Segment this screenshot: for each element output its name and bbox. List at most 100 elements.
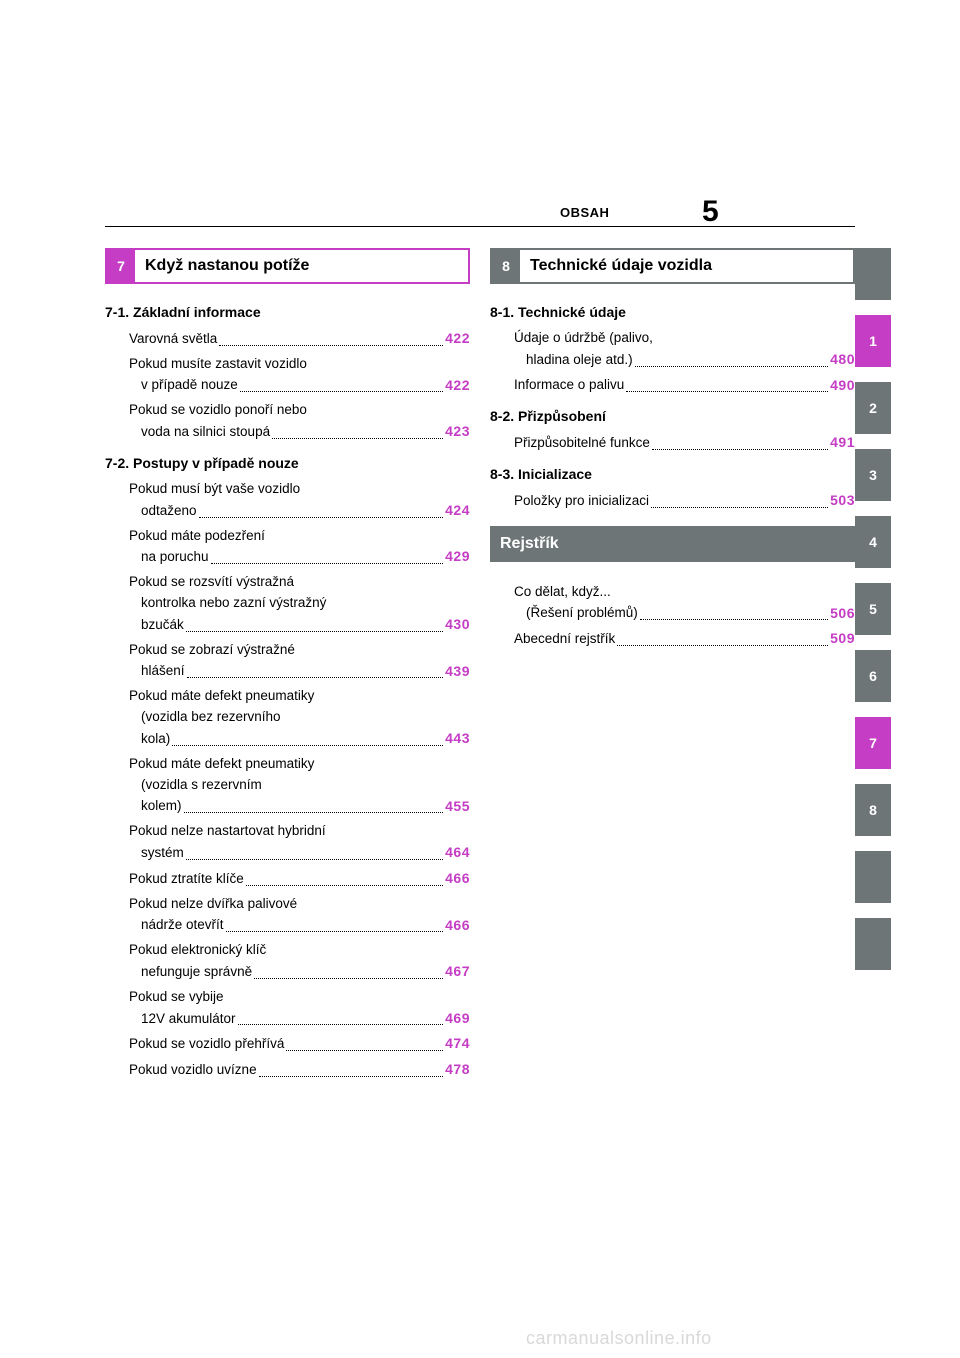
toc-page-ref: 491 <box>830 432 855 454</box>
toc-entry-line: Pokud se rozsvítí výstražná <box>129 572 470 593</box>
toc-entry-lastline: kolem) 455 <box>129 796 470 818</box>
toc-entry-label: Varovná světla <box>129 329 217 350</box>
header-rule <box>105 226 855 227</box>
toc-list-8-1: Údaje o údržbě (palivo,hladina oleje atd… <box>490 328 855 396</box>
toc-entry-lastline: v případě nouze422 <box>129 375 470 397</box>
toc-entry-line: Pokud musíte zastavit vozidlo <box>129 354 470 375</box>
toc-list-8-3: Položky pro inicializaci503 <box>490 490 855 512</box>
toc-entry-line: odtaženo <box>141 501 197 522</box>
toc-entry-lastline: odtaženo424 <box>129 500 470 522</box>
side-tab-8[interactable]: 8 <box>855 784 891 836</box>
toc-entry: Pokud se vozidlo ponoří nebovoda na siln… <box>129 400 470 443</box>
toc-entry-line: na poruchu <box>141 547 209 568</box>
toc-dots <box>226 931 444 932</box>
toc-entry: Pokud vozidlo uvízne478 <box>129 1059 470 1081</box>
toc-dots <box>635 366 829 367</box>
toc-entry: Informace o palivu 490 <box>514 375 855 397</box>
toc-entry: Pokud máte defekt pneumatiky(vozidla bez… <box>129 686 470 750</box>
side-tab-7[interactable]: 7 <box>855 717 891 769</box>
toc-dots <box>652 449 828 450</box>
side-tab-1[interactable]: 1 <box>855 315 891 367</box>
toc-page-ref: 455 <box>445 796 470 818</box>
side-tab-6[interactable]: 6 <box>855 650 891 702</box>
toc-entry-lastline: 12V akumulátor469 <box>129 1008 470 1030</box>
toc-list-7-1: Varovná světla 422 Pokud musíte zastavit v… <box>105 328 470 443</box>
toc-dots <box>259 1076 444 1077</box>
toc-page-ref: 469 <box>445 1008 470 1030</box>
toc-page-ref: 430 <box>445 614 470 636</box>
side-tab-blank <box>855 918 891 970</box>
toc-entry-line: Údaje o údržbě (palivo, <box>514 328 855 349</box>
toc-entry-line: Pokud máte defekt pneumatiky <box>129 686 470 707</box>
toc-list-8-2: Přizpůsobitelné funkce 491 <box>490 432 855 454</box>
toc-entry-line: Pokud elektronický klíč <box>129 940 470 961</box>
toc-entry-label: Informace o palivu <box>514 375 624 396</box>
toc-entry: Údaje o údržbě (palivo,hladina oleje atd… <box>514 328 855 371</box>
left-column: 7 Když nastanou potíže 7-1. Základní inf… <box>105 248 470 1085</box>
toc-dots <box>186 859 443 860</box>
toc-entry-line: (Řešení problémů) <box>526 603 638 624</box>
toc-entry: Pokud se zobrazí výstražnéhlášení439 <box>129 640 470 683</box>
toc-page-ref: 429 <box>445 546 470 568</box>
toc-dots <box>219 345 443 346</box>
toc-entry-lastline: kola) 443 <box>129 728 470 750</box>
section-7-number: 7 <box>107 250 135 282</box>
toc-dots <box>199 517 444 518</box>
index-title: Rejstřík <box>490 526 855 562</box>
toc-dots <box>187 677 444 678</box>
side-tab-3[interactable]: 3 <box>855 449 891 501</box>
toc-entry-label: Abecední rejstřík <box>514 629 615 650</box>
toc-page-ref: 423 <box>445 421 470 443</box>
toc-page-ref: 506 <box>830 603 855 625</box>
toc-entry-lastline: voda na silnici stoupá423 <box>129 421 470 443</box>
toc-page-ref: 422 <box>445 328 470 350</box>
toc-entry: Pokud máte defekt pneumatiky(vozidla s r… <box>129 754 470 818</box>
toc-entry-lastline: bzučák430 <box>129 614 470 636</box>
toc-entry-lastline: hladina oleje atd.)480 <box>514 349 855 371</box>
toc-page-ref: 464 <box>445 842 470 864</box>
side-tab-5[interactable]: 5 <box>855 583 891 635</box>
header-label: OBSAH <box>560 205 609 220</box>
toc-entry-label: Přizpůsobitelné funkce <box>514 433 650 454</box>
toc-entry: Pokud se rozsvítí výstražnákontrolka neb… <box>129 572 470 636</box>
toc-entry-lastline: systém464 <box>129 842 470 864</box>
section-8-title: Technické údaje vozidla <box>520 250 853 282</box>
toc-page-ref: 490 <box>830 375 855 397</box>
toc-entry: Pokud nelze dvířka palivovénádrže otevří… <box>129 894 470 937</box>
toc-page-ref: 439 <box>445 661 470 683</box>
toc-entry: Abecední rejstřík509 <box>514 628 855 650</box>
toc-entry-lastline: na poruchu 429 <box>129 546 470 568</box>
toc-page-ref: 474 <box>445 1033 470 1055</box>
page-number: 5 <box>702 195 719 229</box>
toc-entry-line: Pokud musí být vaše vozidlo <box>129 479 470 500</box>
side-tab-4[interactable]: 4 <box>855 516 891 568</box>
toc-page-ref: 443 <box>445 728 470 750</box>
subheading-8-2: 8-2. Přizpůsobení <box>490 408 855 424</box>
toc-entry: Pokud máte podezřenína poruchu429 <box>129 526 470 569</box>
toc-entry: Co dělat, když...(Řešení problémů)506 <box>514 582 855 625</box>
side-tab-2[interactable]: 2 <box>855 382 891 434</box>
toc-entry-line: kola) <box>141 729 170 750</box>
subheading-8-1: 8-1. Technické údaje <box>490 304 855 320</box>
toc-page-ref: 466 <box>445 868 470 890</box>
toc-entry-line: kontrolka nebo zazní výstražný <box>129 593 470 614</box>
toc-list-7-2: Pokud musí být vaše vozidloodtaženo424 Po… <box>105 479 470 1081</box>
toc-entry-line: Pokud nelze nastartovat hybridní <box>129 821 470 842</box>
toc-dots <box>626 391 828 392</box>
toc-entry-line: kolem) <box>141 796 182 817</box>
toc-dots <box>186 631 443 632</box>
toc-entry-line: v případě nouze <box>141 375 238 396</box>
toc-entry-line: nádrže otevřít <box>141 915 224 936</box>
subheading-8-3: 8-3. Inicializace <box>490 466 855 482</box>
toc-entry-line: Pokud se zobrazí výstražné <box>129 640 470 661</box>
right-column: 8 Technické údaje vozidla 8-1. Technické… <box>490 248 855 1085</box>
toc-entry: Pokud elektronický klíčnefunguje správně… <box>129 940 470 983</box>
toc-dots <box>286 1050 443 1051</box>
toc-entry-line: hladina oleje atd.) <box>526 350 633 371</box>
toc-dots <box>246 885 443 886</box>
toc-page-ref: 467 <box>445 961 470 983</box>
toc-entry-line: Pokud se vozidlo ponoří nebo <box>129 400 470 421</box>
toc-page-ref: 503 <box>830 490 855 512</box>
toc-list-index: Co dělat, když...(Řešení problémů)506Abe… <box>490 582 855 650</box>
toc-entry-lastline: (Řešení problémů) 506 <box>514 603 855 625</box>
